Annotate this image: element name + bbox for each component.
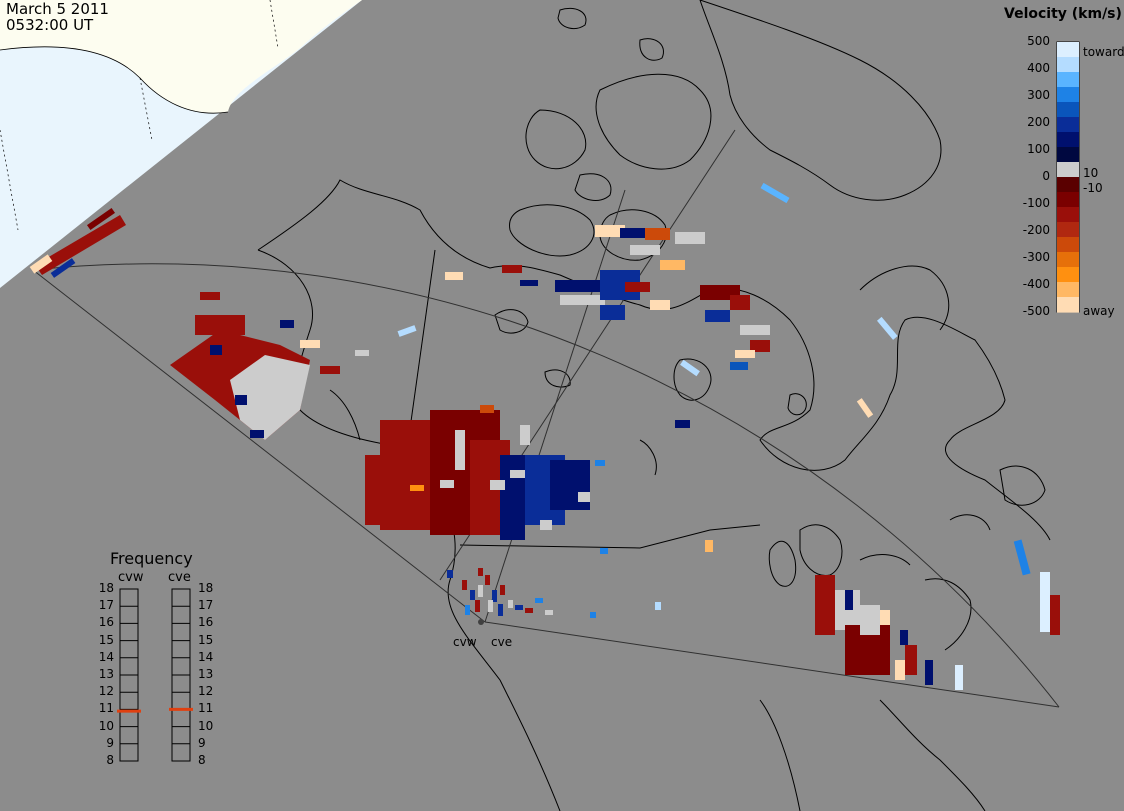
colorbar-neg-threshold: -10 <box>1083 181 1103 195</box>
colorbar-tick: 100 <box>1027 142 1050 156</box>
colorbar-swatch <box>1057 207 1079 223</box>
colorbar-swatch <box>1057 132 1079 148</box>
freq-scale-label: 10 <box>198 718 214 733</box>
freq-scale-label: 16 <box>98 615 114 630</box>
colorbar-tick: -200 <box>1022 223 1050 237</box>
date-label: March 5 2011 <box>6 0 109 18</box>
colorbar-swatch <box>1057 192 1079 208</box>
colorbar-tick: 0 <box>1042 169 1050 183</box>
coastlines <box>257 0 1051 811</box>
colorbar-swatch <box>1057 72 1079 88</box>
colorbar-tick: 400 <box>1027 61 1050 75</box>
colorbar-swatch <box>1057 102 1079 118</box>
freq-scale-label: 17 <box>198 598 214 613</box>
freq-scale-label: 8 <box>106 753 114 767</box>
colorbar-tick: 300 <box>1027 88 1050 102</box>
freq-scale-label: 9 <box>106 735 114 750</box>
freq-scale-label: 10 <box>98 718 114 733</box>
velocity-cells <box>29 182 1060 690</box>
freq-scale-label: 18 <box>98 581 114 595</box>
freq-scale-label: 17 <box>98 598 114 613</box>
freq-scale-label: 11 <box>198 701 214 716</box>
freq-scale-label: 16 <box>198 615 214 630</box>
colorbar-title: Velocity (km/s) <box>1004 6 1122 22</box>
colorbar-swatch <box>1057 282 1079 298</box>
freq-scale-label: 13 <box>198 667 214 681</box>
site-label-cve: cve <box>491 635 513 649</box>
radar-fov <box>32 129 1060 708</box>
time-label: 0532:00 UT <box>6 16 94 34</box>
colorbar-swatch <box>1057 267 1079 283</box>
freq-radar-label-cvw: cvw <box>118 570 144 585</box>
frequency-title: Frequency <box>110 549 193 568</box>
colorbar-tick: -100 <box>1022 196 1050 210</box>
colorbar-swatch <box>1057 87 1079 103</box>
colorbar-tick: -300 <box>1022 250 1050 264</box>
colorbar-swatch <box>1057 162 1079 178</box>
colorbar-swatch <box>1057 297 1079 313</box>
freq-scale-label: 14 <box>198 649 214 664</box>
freq-scale-label: 14 <box>98 649 114 664</box>
freq-scale-label: 15 <box>98 632 114 647</box>
colorbar-swatch <box>1057 147 1079 163</box>
colorbar <box>1056 41 1080 313</box>
colorbar-tick: 500 <box>1027 34 1050 48</box>
freq-scale-label: 11 <box>98 701 114 716</box>
colorbar-swatch <box>1057 222 1079 238</box>
freq-scale-label: 12 <box>198 684 214 699</box>
freq-scale-label: 18 <box>198 581 214 595</box>
frequency-panel <box>117 588 193 762</box>
colorbar-swatch <box>1057 237 1079 253</box>
freq-scale-label: 9 <box>198 735 206 750</box>
colorbar-swatch <box>1057 117 1079 133</box>
colorbar-swatch <box>1057 57 1079 73</box>
colorbar-pos-threshold: 10 <box>1083 166 1099 180</box>
colorbar-away-label: away <box>1083 304 1115 318</box>
freq-radar-label-cve: cve <box>168 570 191 585</box>
freq-scale-label: 12 <box>98 684 114 699</box>
colorbar-tick: 200 <box>1027 115 1050 129</box>
colorbar-swatch <box>1057 42 1079 58</box>
colorbar-tick: -400 <box>1022 277 1050 291</box>
colorbar-swatch <box>1057 177 1079 193</box>
freq-scale-label: 8 <box>198 753 206 767</box>
radar-sites <box>478 619 484 625</box>
freq-scale-label: 13 <box>98 667 114 681</box>
site-label-cvw: cvw <box>453 635 477 649</box>
freq-scale-label: 15 <box>198 632 214 647</box>
colorbar-tick: -500 <box>1022 304 1050 318</box>
colorbar-swatch <box>1057 252 1079 268</box>
colorbar-toward-label: toward <box>1083 45 1124 59</box>
daylight-region <box>0 0 362 288</box>
